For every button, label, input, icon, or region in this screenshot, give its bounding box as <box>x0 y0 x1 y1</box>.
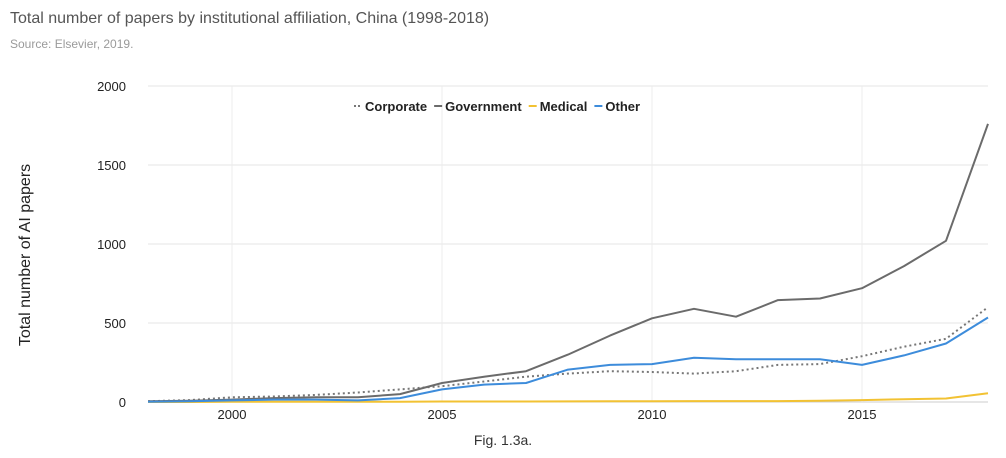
series-line-other <box>147 316 989 403</box>
x-tick-label: 2000 <box>218 407 247 422</box>
x-tick-label: 2005 <box>428 407 457 422</box>
legend-label-government: Government <box>445 99 522 114</box>
y-tick-label: 1500 <box>97 158 126 173</box>
legend-label-corporate: Corporate <box>365 99 427 114</box>
y-tick-label: 2000 <box>97 79 126 94</box>
chart-title: Total number of papers by institutional … <box>10 10 490 27</box>
chart-subtitle: Source: Elsevier, 2019. <box>10 37 134 51</box>
y-tick-label: 500 <box>104 316 126 331</box>
legend-label-other: Other <box>605 99 640 114</box>
x-tick-label: 2015 <box>848 407 877 422</box>
series-line-medical <box>148 392 989 403</box>
y-tick-label: 1000 <box>97 237 126 252</box>
legend-label-medical: Medical <box>540 99 588 114</box>
series-line-government <box>147 123 989 403</box>
series-line-corporate <box>147 306 989 403</box>
figure-caption: Fig. 1.3a. <box>473 432 533 448</box>
y-tick-label: 0 <box>119 395 126 410</box>
x-tick-label: 2010 <box>638 407 667 422</box>
